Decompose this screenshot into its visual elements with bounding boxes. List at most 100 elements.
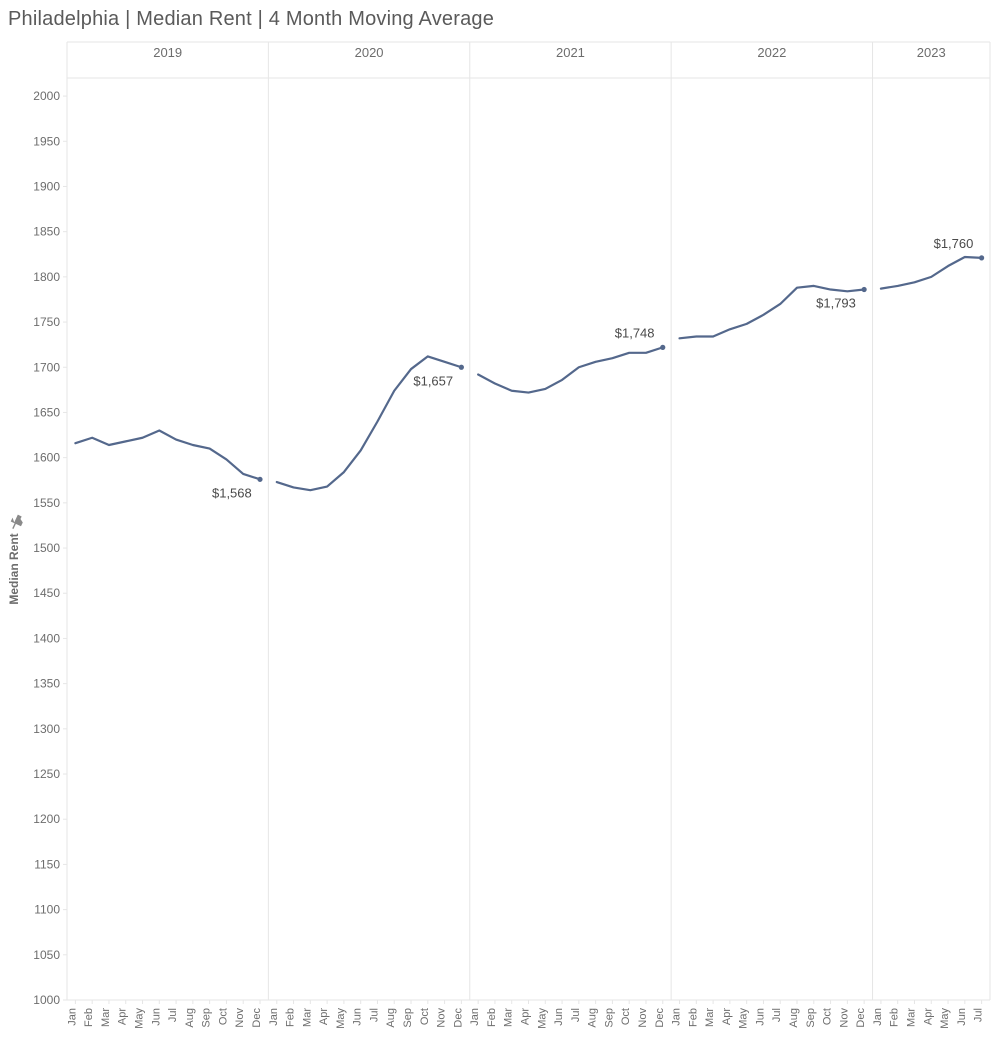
month-label: Dec xyxy=(855,1008,867,1028)
month-label: Jan xyxy=(268,1008,280,1026)
month-label: Oct xyxy=(620,1008,632,1025)
month-label: Jul xyxy=(570,1008,582,1022)
month-label: Jun xyxy=(352,1008,364,1026)
y-tick-label: 1950 xyxy=(33,134,60,148)
month-label: Mar xyxy=(704,1008,716,1027)
y-tick-label: 1750 xyxy=(33,315,60,329)
y-tick-label: 1050 xyxy=(33,948,60,962)
month-label: Sep xyxy=(201,1008,213,1028)
series-end-label: $1,748 xyxy=(615,325,655,340)
month-label: Jul xyxy=(368,1008,380,1022)
month-label: Jan xyxy=(66,1008,78,1026)
month-label: Dec xyxy=(654,1008,666,1028)
month-label: Jul xyxy=(167,1008,179,1022)
year-header: 2020 xyxy=(355,45,384,60)
y-tick-label: 1900 xyxy=(33,179,60,193)
month-label: Jan xyxy=(872,1008,884,1026)
month-label: Oct xyxy=(822,1008,834,1025)
month-label: Mar xyxy=(905,1008,917,1027)
month-label: Aug xyxy=(385,1008,397,1028)
month-label: Feb xyxy=(687,1008,699,1027)
month-label: Jul xyxy=(973,1008,985,1022)
month-label: Feb xyxy=(83,1008,95,1027)
year-header: 2021 xyxy=(556,45,585,60)
y-tick-label: 1150 xyxy=(34,857,60,871)
y-tick-label: 1700 xyxy=(33,360,60,374)
month-label: Mar xyxy=(301,1008,313,1027)
chart-container: Philadelphia | Median Rent | 4 Month Mov… xyxy=(0,0,1000,1041)
series-line xyxy=(478,347,663,392)
month-label: Sep xyxy=(805,1008,817,1028)
month-label: May xyxy=(335,1008,347,1029)
month-label: Oct xyxy=(217,1008,229,1025)
month-label: Apr xyxy=(318,1008,330,1025)
month-label: Dec xyxy=(452,1008,464,1028)
y-tick-label: 1650 xyxy=(33,405,60,419)
month-label: Jun xyxy=(150,1008,162,1026)
y-tick-label: 1850 xyxy=(33,225,60,239)
y-tick-label: 1000 xyxy=(33,993,60,1007)
y-tick-label: 1400 xyxy=(33,631,60,645)
series-endpoint xyxy=(660,345,665,350)
month-label: Apr xyxy=(117,1008,129,1025)
month-label: Dec xyxy=(251,1008,263,1028)
series-endpoint xyxy=(257,477,262,482)
series-endpoint xyxy=(862,287,867,292)
month-label: Mar xyxy=(100,1008,112,1027)
month-label: May xyxy=(939,1008,951,1029)
series-endpoint xyxy=(979,255,984,260)
month-label: Feb xyxy=(889,1008,901,1027)
month-label: May xyxy=(738,1008,750,1029)
month-label: Sep xyxy=(402,1008,414,1028)
month-label: Aug xyxy=(587,1008,599,1028)
y-tick-label: 1200 xyxy=(33,812,60,826)
month-label: Jan xyxy=(671,1008,683,1026)
y-tick-label: 1300 xyxy=(33,722,60,736)
month-label: May xyxy=(536,1008,548,1029)
month-label: Jul xyxy=(771,1008,783,1022)
line-chart: 2019 2020 2021 2022 2023 1000 1050 1100 1150 1200… xyxy=(0,0,1000,1041)
month-label: Nov xyxy=(637,1008,649,1028)
month-label: Apr xyxy=(922,1008,934,1025)
series-end-label: $1,760 xyxy=(934,236,974,251)
month-label: Jun xyxy=(956,1008,968,1026)
series-end-label: $1,568 xyxy=(212,485,252,500)
month-label: Aug xyxy=(788,1008,800,1028)
y-tick-label: 2000 xyxy=(33,89,60,103)
y-tick-label: 1450 xyxy=(33,586,60,600)
series-line xyxy=(680,286,865,338)
month-label: Feb xyxy=(486,1008,498,1027)
year-header: 2022 xyxy=(757,45,786,60)
month-label: Sep xyxy=(603,1008,615,1028)
y-tick-label: 1350 xyxy=(33,677,60,691)
y-tick-label: 1800 xyxy=(33,270,60,284)
month-label: Jan xyxy=(469,1008,481,1026)
month-label: Jun xyxy=(553,1008,565,1026)
series-end-label: $1,793 xyxy=(816,296,856,311)
series-endpoint xyxy=(459,365,464,370)
y-tick-label: 1550 xyxy=(33,496,60,510)
pin-icon xyxy=(8,514,24,530)
month-label: Nov xyxy=(234,1008,246,1028)
series-end-label: $1,657 xyxy=(413,373,453,388)
month-label: Nov xyxy=(838,1008,850,1028)
series-line xyxy=(75,431,260,480)
y-tick-label: 1500 xyxy=(33,541,60,555)
month-label: Nov xyxy=(436,1008,448,1028)
month-label: Feb xyxy=(285,1008,297,1027)
month-label: Oct xyxy=(419,1008,431,1025)
y-tick-label: 1100 xyxy=(34,903,60,917)
month-label: May xyxy=(134,1008,146,1029)
y-axis-title: Median Rent xyxy=(7,533,21,604)
month-label: Jun xyxy=(754,1008,766,1026)
y-tick-label: 1600 xyxy=(33,451,60,465)
year-header: 2019 xyxy=(153,45,182,60)
month-label: Mar xyxy=(503,1008,515,1027)
month-label: Apr xyxy=(520,1008,532,1025)
month-label: Aug xyxy=(184,1008,196,1028)
series-line xyxy=(881,257,982,289)
chart-title: Philadelphia | Median Rent | 4 Month Mov… xyxy=(8,8,494,31)
month-label: Apr xyxy=(721,1008,733,1025)
year-header: 2023 xyxy=(917,45,946,60)
y-tick-label: 1250 xyxy=(33,767,60,781)
